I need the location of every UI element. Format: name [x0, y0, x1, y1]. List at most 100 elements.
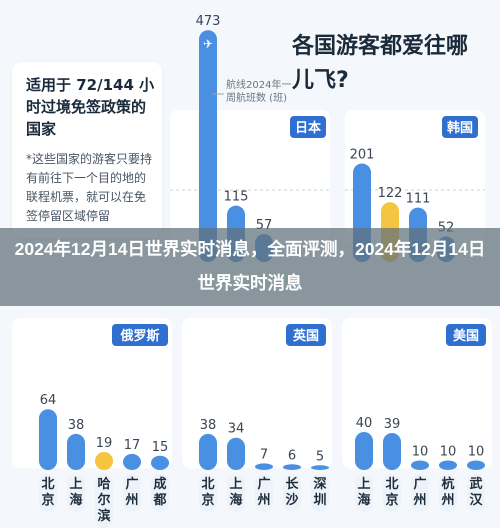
country-label: 韩国: [447, 120, 473, 136]
country-label: 英国: [292, 328, 319, 344]
bar-value-label: 122: [378, 186, 403, 201]
category-label: 京: [385, 492, 398, 508]
category-pill: [151, 474, 169, 512]
country-label-bg: [442, 116, 478, 138]
category-label: 上: [357, 477, 370, 492]
bar: [199, 433, 217, 470]
bar: [227, 437, 245, 470]
country-label: 日本: [295, 120, 321, 136]
bar-value-label: 40: [356, 416, 373, 431]
bar-value-label: 39: [384, 417, 401, 432]
category-label: 京: [41, 492, 54, 508]
category-pill: [467, 474, 485, 512]
category-label: 汉: [469, 492, 483, 508]
bar: [67, 433, 85, 470]
headline-overlay: [0, 228, 500, 306]
bar-value-label: 6: [288, 448, 296, 463]
bar: [311, 465, 329, 470]
category-pill: [227, 474, 245, 512]
annotation-line-2: 周航班数 (班): [226, 91, 287, 104]
bar-value-label: 38: [200, 418, 217, 433]
category-label: 州: [256, 493, 270, 508]
country-label-bg: [290, 116, 326, 138]
bar-value-label: 473: [196, 14, 221, 29]
category-pill: [411, 474, 429, 512]
category-label: 上: [69, 477, 82, 492]
bar: [199, 30, 217, 263]
plane-icon: ✈: [203, 37, 213, 51]
category-label: 尔: [97, 492, 110, 508]
bar: [383, 432, 401, 470]
category-label: 海: [357, 492, 370, 508]
bar-value-label: 10: [440, 445, 457, 460]
country-label-bg: [446, 324, 486, 346]
category-pill: [283, 474, 301, 512]
category-pill: [439, 474, 457, 512]
info-card: 适用于 72/144 小时过境免签政策的国家 *这些国家的游客只要持有前往下一个…: [12, 62, 162, 238]
category-label: 深: [313, 476, 326, 492]
category-label: 哈: [97, 476, 110, 492]
category-label: 长: [285, 476, 299, 492]
category-label: 北: [201, 477, 214, 492]
bar: [39, 409, 57, 470]
chart-panel-3: 英国 38 北京 34 上海 7 广州 6 长沙 5 深圳: [182, 318, 332, 512]
category-label: 杭: [441, 476, 454, 492]
category-label: 海: [69, 492, 82, 508]
bar-value-label: 201: [350, 148, 375, 163]
category-label: 沙: [285, 493, 298, 508]
panel-background: [182, 318, 332, 468]
bar-value-label: 17: [124, 438, 141, 453]
bar: [355, 432, 373, 470]
bar-value-label: 115: [224, 190, 249, 205]
bar: [467, 460, 485, 470]
chart-panel-4: 美国 40 上海 39 北京 10 广州 10 杭州 10 武汉: [342, 318, 492, 512]
country-label-bg: [112, 324, 168, 346]
bar: [151, 455, 169, 470]
bar: [95, 451, 113, 470]
annotation-line-1: 航线2024年一: [226, 78, 291, 91]
bar: [283, 464, 301, 470]
category-pill: [255, 474, 273, 512]
bar: [411, 460, 429, 470]
category-label: 北: [385, 477, 398, 492]
bar: [255, 463, 273, 470]
category-label: 滨: [97, 508, 110, 524]
category-pill: [39, 474, 57, 512]
category-label: 都: [152, 492, 166, 508]
panel-background: [345, 110, 485, 245]
headline-text: 2024年12月14日世界实时消息，全面评测，2024年12月14日世界实时消息: [14, 239, 486, 293]
category-label: 上: [229, 477, 242, 492]
category-label: 海: [229, 492, 242, 508]
info-note: *这些国家的游客只要持有前往下一个目的地的联程机票，就可以在免签停留区域停留: [26, 152, 153, 223]
category-pill: [311, 474, 329, 512]
chart-panel-2: 俄罗斯 64 北京 38 上海 19 哈尔滨 17 广州 15 成都: [12, 318, 172, 528]
bar-value-label: 10: [412, 445, 429, 460]
bar-value-label: 7: [260, 447, 268, 462]
panel-background: [342, 318, 492, 468]
category-label: 武: [469, 476, 482, 492]
page-title: 各国游客都爱往哪儿飞?: [292, 34, 469, 93]
country-label: 俄罗斯: [119, 328, 159, 344]
category-label: 广: [413, 476, 426, 492]
category-pill: [383, 474, 401, 512]
bar-value-label: 19: [96, 436, 113, 451]
bar-value-label: 111: [406, 192, 431, 207]
category-label: 成: [153, 476, 166, 492]
category-label: 北: [41, 477, 54, 492]
category-label: 州: [440, 493, 454, 508]
category-pill: [123, 474, 141, 512]
category-label: 州: [412, 493, 426, 508]
bar: [439, 460, 457, 470]
bar-value-label: 5: [316, 449, 324, 464]
country-label-bg: [286, 324, 326, 346]
bar-value-label: 34: [228, 422, 245, 437]
category-pill: [355, 474, 373, 512]
bar-value-label: 10: [468, 445, 485, 460]
bar-value-label: 15: [152, 440, 169, 455]
bar: [123, 453, 141, 470]
category-label: 广: [257, 476, 270, 492]
bar-value-label: 64: [40, 393, 57, 408]
category-label: 州: [124, 493, 138, 508]
